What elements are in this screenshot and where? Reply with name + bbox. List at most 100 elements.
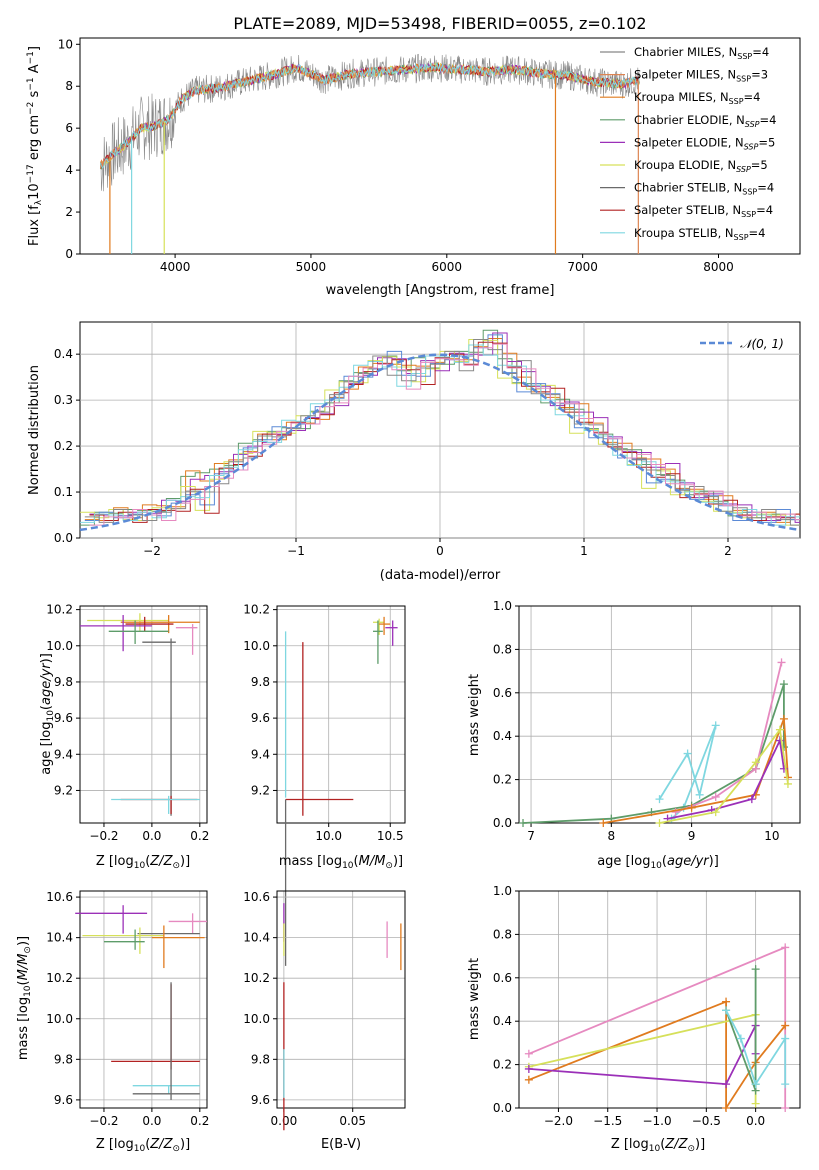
normal-curve-legend-label: 𝒩(0, 1)	[740, 337, 784, 351]
y-tick-label: 10.4	[46, 931, 73, 945]
y-tick-label: 9.6	[54, 711, 73, 725]
mass-weight-line	[725, 969, 757, 1091]
legend-subscript: SSP	[736, 75, 751, 84]
histogram-step	[80, 344, 800, 526]
spectrum-legend: Chabrier MILES, NSSP=4 Salpeter MILES, NS…	[600, 45, 776, 242]
mass-weight-marker	[722, 1006, 731, 1015]
x-tick-label: 1	[580, 544, 588, 558]
x-tick-label: −0.5	[692, 1114, 721, 1128]
histogram-legend: 𝒩(0, 1)	[700, 337, 784, 351]
legend-subscript: SSP	[734, 233, 749, 242]
y-tick-label: 2	[65, 205, 73, 219]
x-tick-label: 0.05	[339, 1114, 366, 1128]
legend-entry: Chabrier MILES, NSSP=4	[634, 45, 769, 61]
x-tick-label: 8000	[703, 260, 734, 274]
x-tick-label: 7000	[567, 260, 598, 274]
mass-weight-line	[528, 1013, 757, 1104]
mass-vs-EBV-plot: 0.00 0.059.69.810.010.210.410.6	[243, 890, 406, 1131]
y-tick-label: 10.2	[243, 603, 270, 617]
mass-weight-marker	[751, 1080, 760, 1089]
y-tick-label: 10.6	[46, 890, 73, 904]
legend-subscript: SSP	[737, 52, 752, 61]
spectrum-frame	[79, 37, 801, 255]
panel-frame	[276, 605, 406, 824]
y-tick-label: 10.0	[46, 639, 73, 653]
histogram-step	[89, 341, 800, 523]
mass-weight-marker	[524, 1075, 533, 1084]
spectrum-series-8	[99, 62, 640, 169]
y-tick-label: 1.0	[493, 884, 512, 898]
mass-weight-marker	[736, 1034, 745, 1043]
legend-entry: Kroupa ELODIE, NSSP=5	[634, 158, 768, 174]
mass-weight-marker	[781, 1034, 790, 1043]
spectrum-series-0	[100, 53, 640, 192]
legend-entry: Salpeter MILES, NSSP=3	[634, 68, 768, 84]
y-tick-label: 10.2	[243, 971, 270, 985]
mass-weight-line	[603, 718, 789, 824]
mass-weight-marker	[671, 808, 680, 817]
y-tick-label: 10.6	[243, 890, 270, 904]
x-tick-label: 4000	[160, 260, 191, 274]
y-tick-label: 9.6	[54, 1093, 73, 1107]
mass-weight-marker	[751, 758, 760, 767]
y-tick-label: 0.8	[493, 927, 512, 941]
y-tick-label: 0.0	[493, 816, 512, 830]
legend-entry: Kroupa STELIB, NSSP=4	[634, 226, 765, 242]
mass-weight-vs-Z-xlabel: Z [log10(Z/Z⊙)]	[611, 1137, 705, 1154]
x-tick-label: 0.0	[142, 829, 161, 843]
x-tick-label: 0.0	[746, 1114, 765, 1128]
mass-weight-marker	[695, 790, 704, 799]
mass-weight-marker	[783, 779, 792, 788]
mass-weight-marker	[781, 1104, 790, 1112]
x-tick-label: −0.2	[89, 1114, 118, 1128]
y-tick-label: 10.2	[46, 971, 73, 985]
mass-weight-vs-age-plot: 7 8 9 10 0.0 0.2 0.4 0.6 0.8 1.0	[493, 599, 801, 843]
y-tick-label: 9.2	[251, 783, 270, 797]
legend-entry: Chabrier ELODIE, NSSP=4	[634, 113, 776, 129]
age-vs-Z-xlabel: Z [log10(Z/Z⊙)]	[96, 854, 190, 871]
age-vs-mass-xlabel: mass [log10(M/M⊙)]	[279, 854, 403, 871]
mass-weight-vs-Z-ylabel: mass weight	[467, 958, 482, 1040]
y-tick-label: 9.6	[251, 1093, 270, 1107]
legend-subscript: SSP	[741, 210, 756, 219]
x-tick-label: −1.0	[642, 1114, 671, 1128]
y-tick-label: 8	[65, 79, 73, 93]
x-tick-label: 0	[436, 544, 444, 558]
mass-weight-marker	[655, 819, 664, 827]
age-vs-Z-ylabel: age [log10(age/yr)]	[39, 653, 56, 775]
y-tick-label: 0	[65, 247, 73, 261]
legend-count: =4	[749, 226, 766, 240]
mass-vs-Z-ylabel: mass [log10(M/M⊙)]	[16, 936, 33, 1060]
age-vs-mass-plot: 10.0 10.5 9.2 9.4 9.6 9.8 10.0 10.2	[243, 603, 406, 966]
y-tick-label: 0.2	[493, 773, 512, 787]
mass-weight-marker	[519, 819, 528, 827]
legend-count: =4	[744, 90, 761, 104]
mass-weight-marker	[747, 795, 756, 804]
y-tick-label: 0.6	[493, 971, 512, 985]
spectrum-ylabel: Flux [fλ10−17 erg cm−2 s−1 A−1]	[26, 46, 44, 246]
legend-count: =4	[752, 45, 769, 59]
legend-subscript: SSP	[744, 142, 759, 151]
x-tick-label: −2.0	[544, 1114, 573, 1128]
histogram-panel: −2 −1 0 1 2 0.0 0.1 0.2 0.3 0.4 (data-model)/erro…	[27, 321, 801, 583]
mass-weight-marker	[711, 721, 720, 730]
y-tick-label: 0.4	[493, 729, 512, 743]
mass-weight-marker	[711, 792, 720, 801]
mass-weight-marker	[722, 997, 731, 1006]
y-tick-label: 10	[58, 37, 73, 51]
y-tick-label: 0.3	[54, 393, 73, 407]
legend-entry: Chabrier STELIB, NSSP=4	[634, 181, 774, 197]
y-tick-label: 0.2	[54, 439, 73, 453]
legend-count: =4	[757, 181, 774, 195]
mass-weight-marker	[775, 736, 784, 745]
mass-weight-marker	[751, 965, 760, 974]
mass-weight-vs-Z-plot: −2.0 −1.5 −1.0 −0.5 0.0 0.0 0.2 0.4 0.6 0.8 1.0	[493, 884, 801, 1128]
mass-vs-Z-plot: −0.2 0.0 0.2 9.6 9.8 10.0 10.2 10.4 10.6	[46, 890, 209, 1128]
mass-weight-vs-age-xlabel: age [log10(age/yr)]	[597, 854, 719, 871]
legend-count: =4	[760, 113, 777, 127]
x-tick-label: 10.0	[315, 829, 342, 843]
y-tick-label: 0.8	[493, 642, 512, 656]
mass-weight-marker	[775, 725, 784, 734]
panel-frame	[518, 890, 801, 1109]
mass-weight-marker	[777, 658, 786, 667]
